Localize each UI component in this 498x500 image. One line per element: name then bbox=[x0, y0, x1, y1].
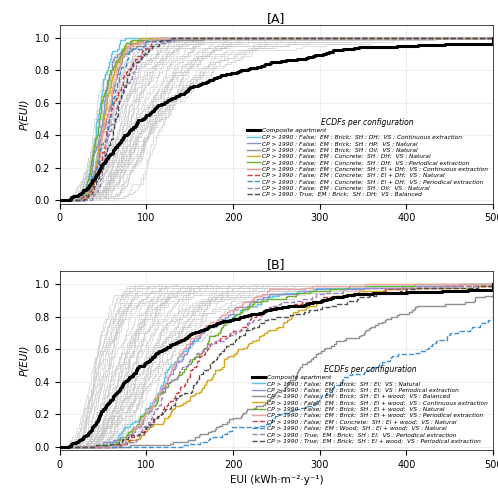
X-axis label: EUI (kWh·m⁻²·y⁻¹): EUI (kWh·m⁻²·y⁻¹) bbox=[230, 476, 323, 486]
Legend: Composite apartment, CP > 1990 : False;  EM : Brick;  SH : DH;  VS : Continuous : Composite apartment, CP > 1990 : False; … bbox=[246, 116, 490, 199]
Y-axis label: P(EUI): P(EUI) bbox=[19, 98, 29, 130]
Title: [A]: [A] bbox=[267, 12, 285, 25]
Y-axis label: P(EUI): P(EUI) bbox=[19, 345, 29, 376]
Title: [B]: [B] bbox=[267, 258, 286, 272]
Legend: Composite apartment, CP > 1990 : False;  EM : Brick;  SH : El;  VS : Natural, CP: Composite apartment, CP > 1990 : False; … bbox=[250, 363, 490, 446]
